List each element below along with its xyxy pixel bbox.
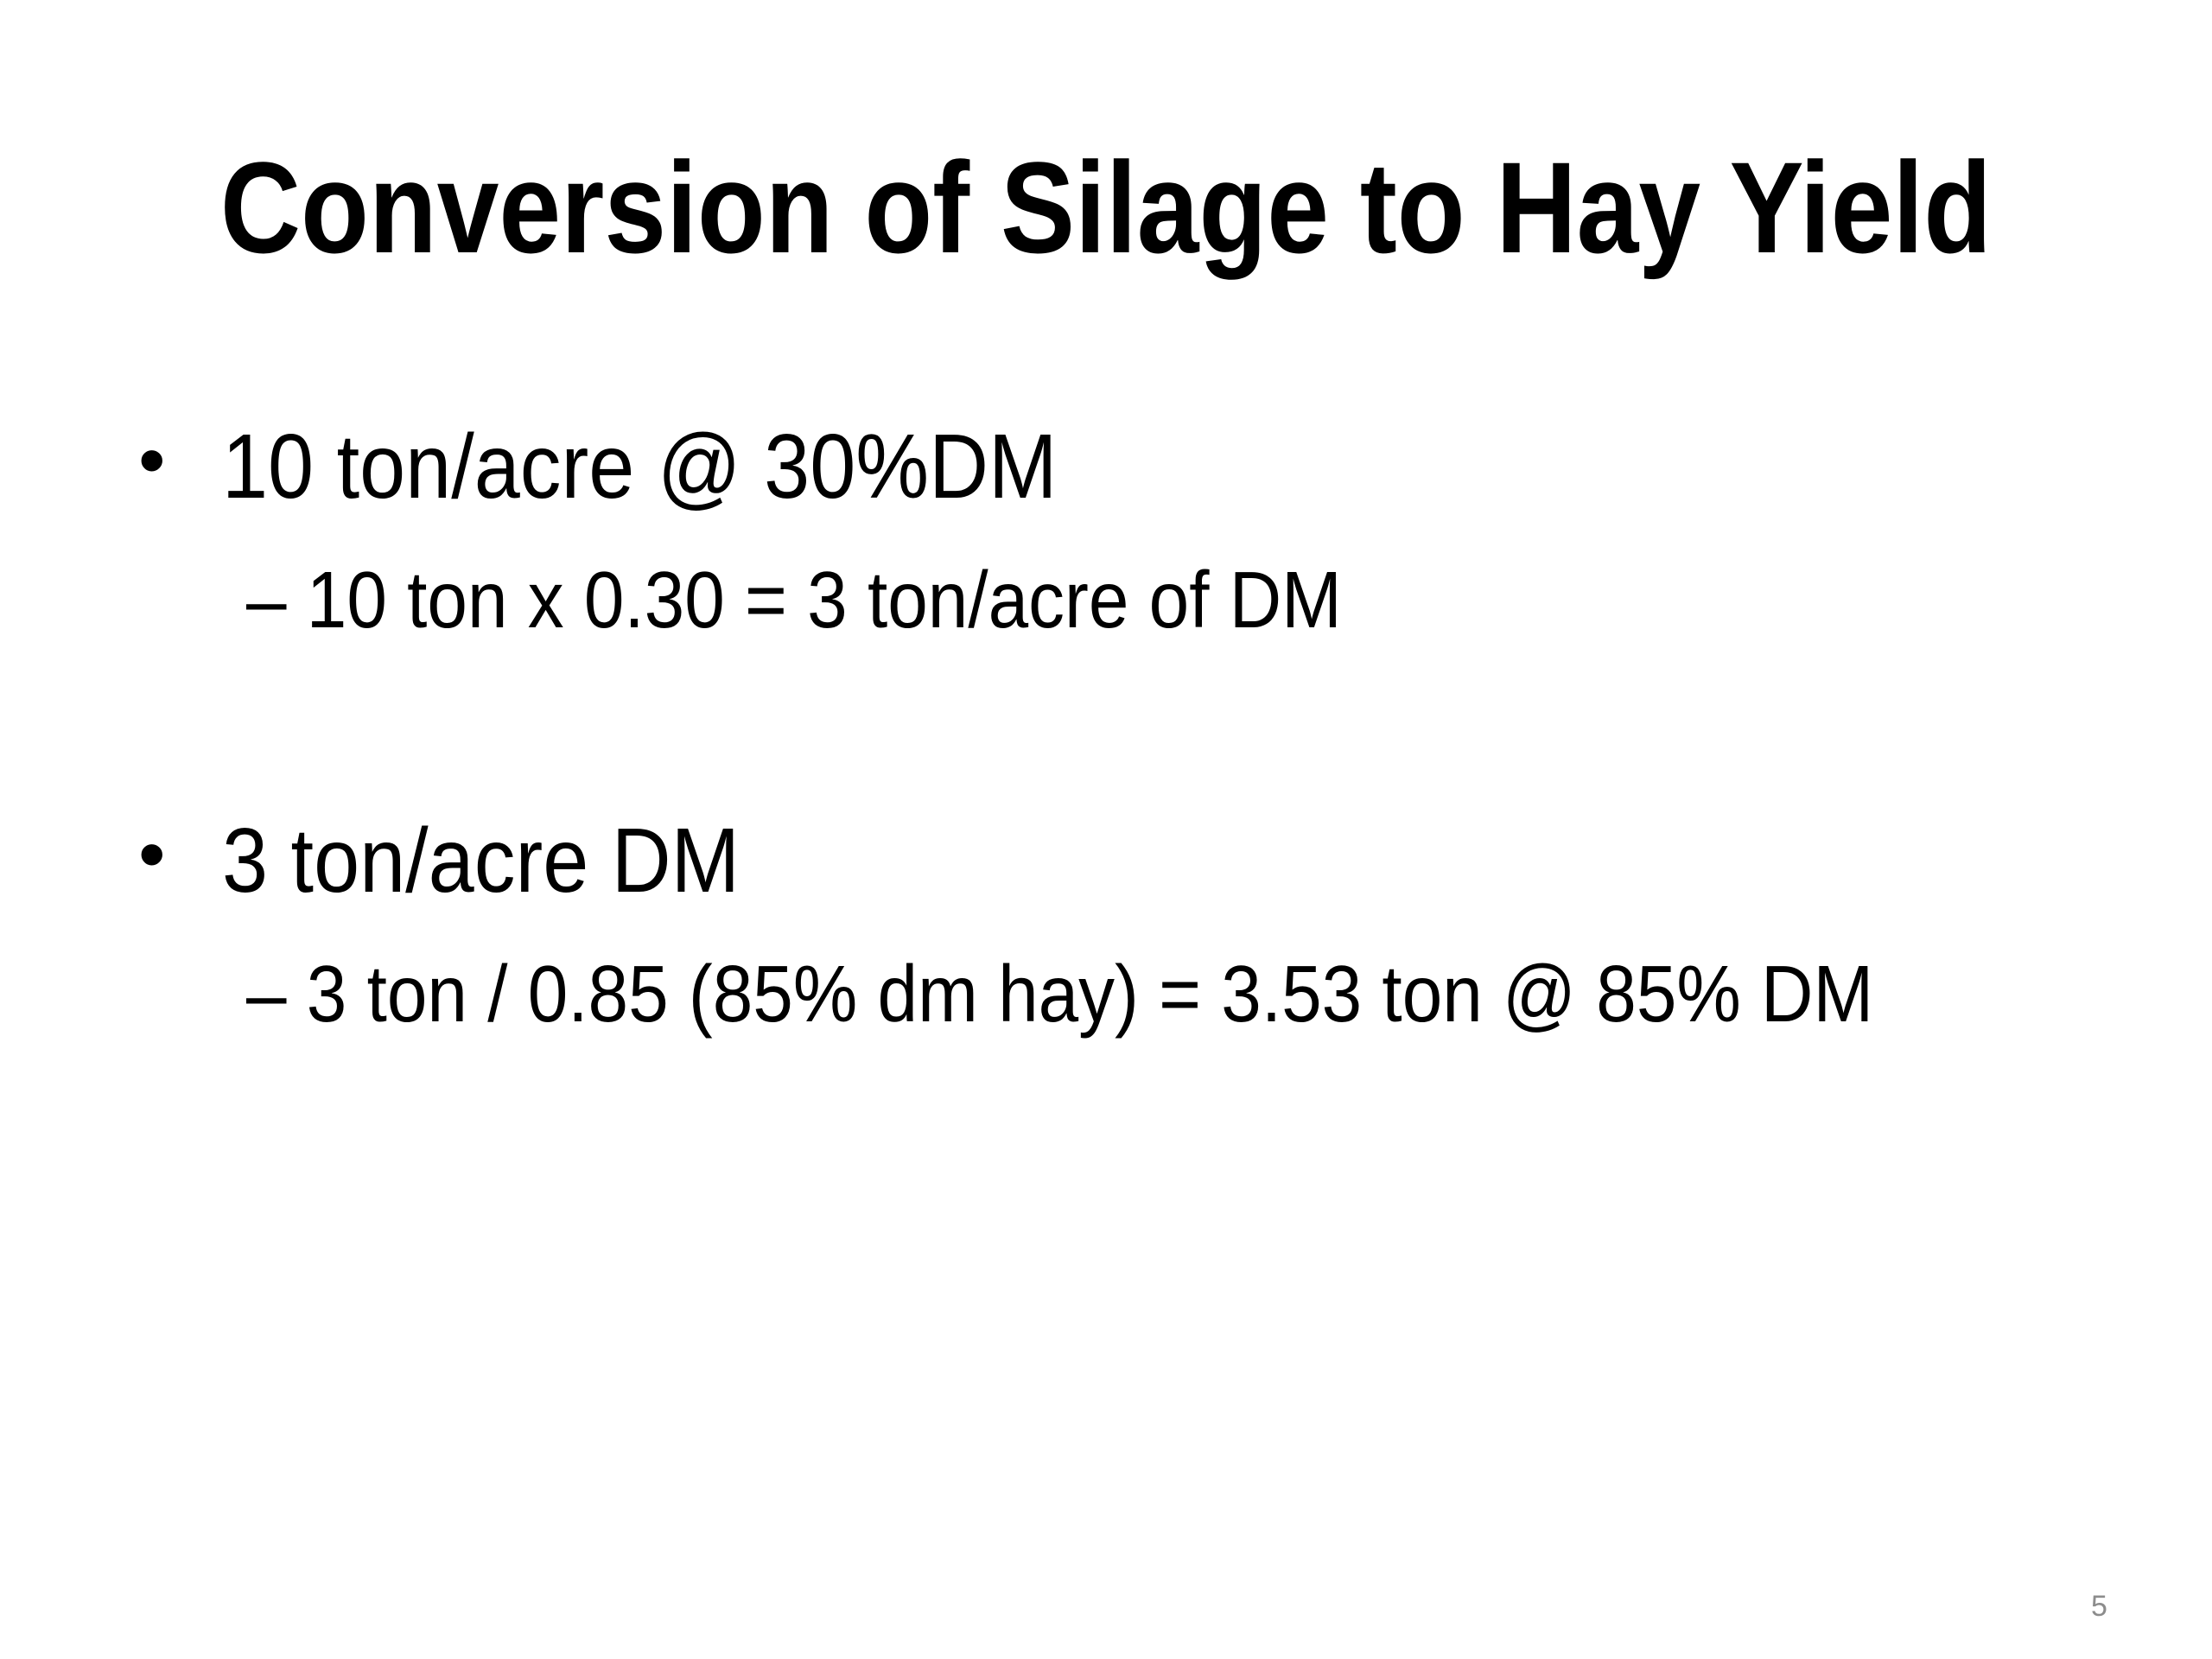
bullet-marker: • <box>138 811 166 898</box>
sub-bullet-item-2: – 3 ton / 0.85 (85% dm hay) = 3.53 ton @… <box>246 949 1874 1039</box>
bullet-item-1: 10 ton/acre @ 30%DM <box>222 416 1058 518</box>
page-number: 5 <box>2091 1590 2107 1623</box>
slide-title: Conversion of Silage to Hay Yield <box>219 135 1993 280</box>
bullet-item-2: 3 ton/acre DM <box>222 810 741 912</box>
bullet-marker: • <box>138 417 166 504</box>
sub-bullet-item-1: – 10 ton x 0.30 = 3 ton/acre of DM <box>246 555 1342 645</box>
